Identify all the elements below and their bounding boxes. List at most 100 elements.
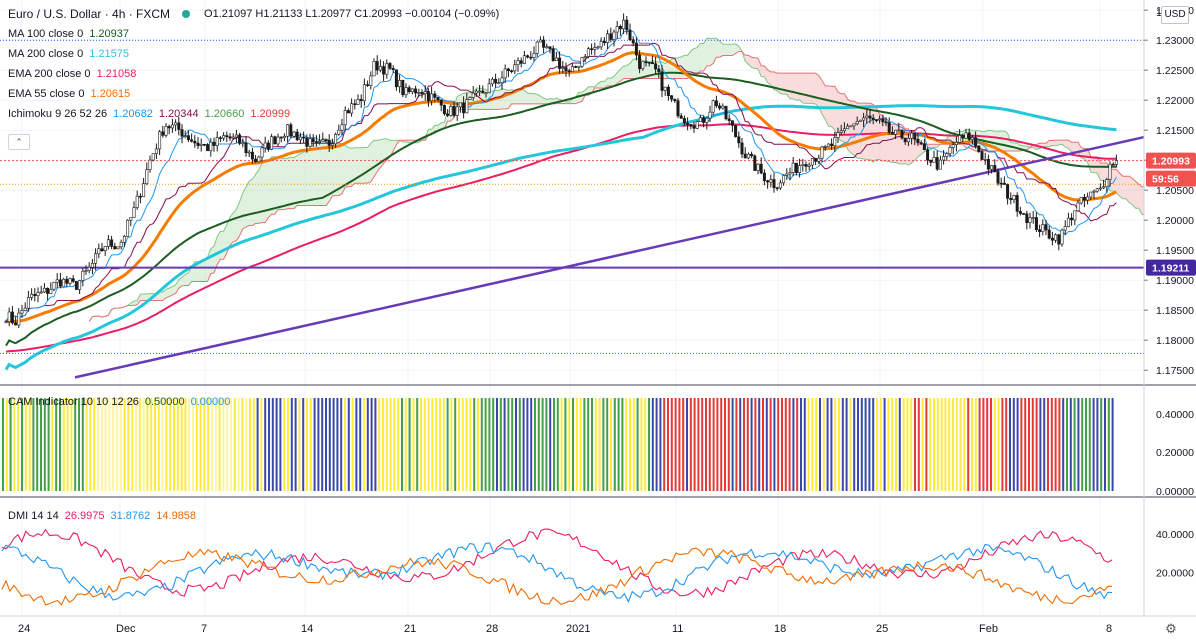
cam-title[interactable]: CAM Indicator 10 10 12 26 [8, 396, 139, 408]
cam-bar [165, 398, 168, 491]
candle-body [199, 143, 203, 146]
candle-body [100, 248, 104, 251]
candle-body [218, 137, 222, 139]
cam-bar [845, 398, 848, 491]
candle-body [369, 75, 373, 86]
cam-bar [705, 398, 707, 491]
candle-body [762, 172, 766, 182]
cam-bar [822, 398, 825, 491]
cam-bar [70, 398, 73, 491]
candle-body [817, 157, 821, 162]
cam-bar [610, 398, 612, 491]
cam-bar [693, 398, 696, 491]
candle-body [490, 78, 494, 85]
cam-bar [469, 398, 472, 491]
candle-body [986, 159, 990, 170]
cam-bar [1001, 398, 1004, 491]
dmi-legend: DMI 14 14 26.9975 31.8762 14.9858 [8, 508, 196, 524]
cloud-segment [754, 57, 758, 69]
candle-body [526, 55, 530, 58]
dmi-minus-di-line [1, 547, 1113, 606]
cloud-segment [502, 88, 506, 110]
cloud-segment [1004, 131, 1008, 151]
candle-body [1086, 196, 1090, 201]
cam-bar [81, 398, 84, 491]
candle-body [564, 67, 568, 71]
candle-body [330, 143, 334, 146]
candle-body [634, 42, 638, 56]
cam-bar [5, 398, 8, 491]
candle-body [922, 143, 926, 150]
settings-gear-icon[interactable]: ⚙ [1165, 621, 1177, 636]
candle-body [522, 55, 526, 64]
candle-body [580, 57, 584, 67]
cam-bar [401, 398, 403, 491]
cam-bar [203, 398, 206, 491]
candle-body [228, 136, 232, 139]
cloud-segment [297, 153, 301, 206]
indicator-legend-row[interactable]: MA 100 close 0 1.20937 [8, 26, 129, 42]
candle-body [225, 135, 229, 138]
cam-bar [290, 398, 293, 491]
candle-body [327, 140, 331, 146]
cloud-segment [994, 131, 998, 151]
time-label: Feb [979, 623, 998, 635]
cam-bar [914, 398, 916, 491]
cam-bar [249, 398, 251, 491]
price-tick-label: 1.20500 [1156, 185, 1194, 197]
indicator-legend-row[interactable]: EMA 200 close 0 1.21058 [8, 66, 136, 82]
symbol-title[interactable]: Euro / U.S. Dollar · 4h · FXCM [8, 7, 171, 21]
currency-button[interactable]: USD [1161, 6, 1189, 24]
cloud-segment [1090, 156, 1094, 173]
cam-bar [302, 398, 305, 491]
ema200-line [5, 123, 1117, 353]
cloud-segment [409, 140, 413, 143]
candle-body [337, 129, 341, 135]
candle-body [55, 279, 59, 283]
cloud-segment [1074, 142, 1078, 152]
cam-bar [241, 398, 244, 491]
cam-bar [560, 398, 563, 491]
cam-bar [427, 398, 430, 491]
cam-bar [480, 398, 483, 491]
cam-bar [1020, 398, 1023, 491]
cloud-segment [268, 156, 272, 218]
candle-body [1102, 186, 1106, 189]
candle-body [820, 146, 824, 159]
cloud-segment [441, 122, 445, 130]
candle-body [692, 125, 696, 129]
candle-body [881, 118, 885, 123]
candle-body [474, 90, 478, 94]
candle-body [938, 159, 942, 170]
candle-body [855, 121, 859, 125]
cam-bar [1069, 398, 1072, 491]
cloud-segment [607, 78, 611, 86]
candle-body [586, 48, 590, 57]
collapse-legend-icon[interactable]: ⌃ [8, 134, 30, 150]
candle-body [1111, 163, 1115, 166]
cam-bar [135, 398, 137, 491]
cam-bar [313, 398, 316, 491]
cam-bar [541, 398, 544, 491]
candle-body [676, 100, 680, 117]
cam-bar [952, 398, 954, 491]
cloud-segment [1132, 178, 1136, 209]
indicator-legend-row[interactable]: Ichimoku 9 26 52 26 1.20682 1.20344 1.20660… [8, 106, 290, 122]
candle-body [590, 48, 594, 50]
candle-body [362, 84, 366, 102]
cloud-segment [620, 66, 624, 82]
indicator-legend-row[interactable]: EMA 55 close 0 1.20615 [8, 86, 130, 102]
cloud-segment [175, 279, 179, 294]
candle-body [97, 248, 101, 255]
indicator-legend-row[interactable]: MA 200 close 0 1.21575 [8, 46, 129, 62]
cloud-segment [201, 260, 205, 282]
candle-body [1028, 217, 1032, 223]
dmi-title[interactable]: DMI 14 14 [8, 510, 59, 522]
cam-bar [1104, 398, 1106, 491]
candle-body [810, 158, 814, 166]
cam-bar [268, 398, 270, 491]
candle-body [436, 97, 440, 101]
cam-bar [1077, 398, 1080, 491]
candle-body [535, 41, 539, 54]
